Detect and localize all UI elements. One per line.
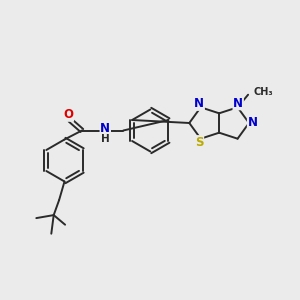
Text: CH₃: CH₃ xyxy=(254,87,273,97)
Text: N: N xyxy=(100,122,110,135)
Text: N: N xyxy=(194,97,204,110)
Text: S: S xyxy=(195,136,203,149)
Text: H: H xyxy=(101,134,110,144)
Text: N: N xyxy=(233,97,243,110)
Text: O: O xyxy=(63,108,74,121)
Text: N: N xyxy=(248,116,258,130)
